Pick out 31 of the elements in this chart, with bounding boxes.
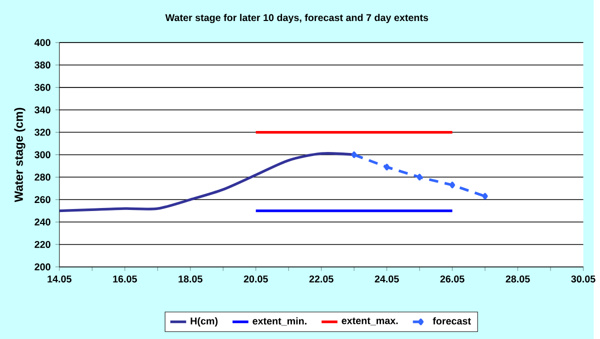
x-tick-label: 14.05 <box>48 275 72 282</box>
y-tick-label: 360 <box>34 84 50 91</box>
point <box>416 174 422 180</box>
legend-label: extent_max. <box>342 317 398 326</box>
y-tick-label: 200 <box>34 263 50 270</box>
y-tick-label: 300 <box>34 150 50 158</box>
point <box>351 151 357 158</box>
y-tick-label: 400 <box>34 38 50 46</box>
point <box>384 164 390 170</box>
x-tick-label: 24.05 <box>374 275 399 282</box>
x-tick-label: 20.05 <box>244 275 268 282</box>
x-tick-label: 22.05 <box>309 275 334 282</box>
chart-title: Water stage for later 10 days, forecast and 7 day extents <box>165 14 428 23</box>
x-tick-label: 26.05 <box>440 275 464 282</box>
y-tick-label: 280 <box>34 173 50 180</box>
x-tick-label: 28.05 <box>506 275 530 282</box>
legend-label: H(cm) <box>190 317 218 326</box>
y-tick-label: 260 <box>34 196 50 203</box>
x-tick-label: 16.05 <box>113 275 137 282</box>
y-tick-label: 220 <box>34 240 50 248</box>
legend-label: extent_min. <box>252 317 306 326</box>
y-axis-title: Water stage (cm) <box>14 108 26 202</box>
y-tick-label: 380 <box>34 61 50 68</box>
y-tick-label: 320 <box>34 128 50 136</box>
point <box>450 181 456 188</box>
legend-label: forecast <box>432 317 471 324</box>
x-tick-label: 30.05 <box>571 275 596 282</box>
y-tick-label: 340 <box>34 106 50 114</box>
point <box>482 192 488 200</box>
x-tick-label: 18.05 <box>178 275 202 282</box>
y-tick-label: 240 <box>34 218 50 226</box>
